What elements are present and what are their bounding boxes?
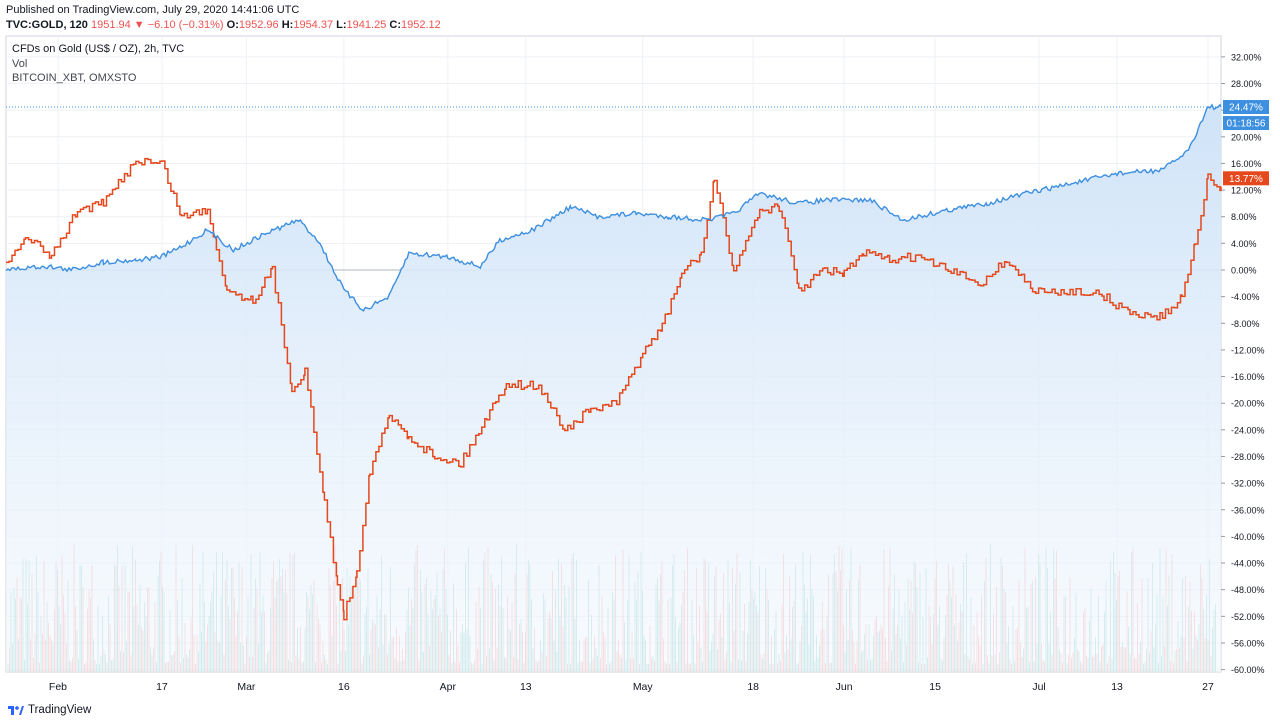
x-tick-label: Jun — [836, 681, 853, 693]
series-legend: CFDs on Gold (US$ / OZ), 2h, TVC Vol BIT… — [12, 42, 184, 86]
gold-countdown-badge: 01:18:56 — [1227, 119, 1266, 130]
y-tick-label: -16.00% — [1231, 372, 1265, 382]
y-tick-label: -40.00% — [1231, 532, 1265, 542]
high-label: H: — [281, 19, 294, 31]
gold-series-line[interactable] — [5, 103, 1222, 312]
y-tick-label: -36.00% — [1231, 505, 1265, 515]
bitcoin-price-badge-bg — [1223, 171, 1269, 186]
gold-price-badge: 24.47% — [1229, 103, 1263, 114]
x-tick-label: 15 — [929, 681, 941, 693]
legend-volume[interactable]: Vol — [12, 57, 28, 70]
x-tick-label: May — [633, 681, 654, 693]
published-line: Published on TradingView.com, July 29, 2… — [6, 4, 300, 16]
footer-brand-label: TradingView — [28, 704, 92, 716]
x-tick-label: Mar — [237, 681, 256, 693]
x-tick-label: 13 — [1111, 681, 1123, 693]
close-label: C: — [389, 19, 401, 31]
y-tick-label: 12.00% — [1231, 186, 1262, 196]
low-label: L: — [336, 19, 347, 31]
y-tick-label: -48.00% — [1231, 585, 1265, 595]
y-tick-label: -60.00% — [1231, 665, 1265, 675]
gold-area — [6, 104, 1221, 673]
gold-countdown-badge-bg — [1223, 116, 1269, 131]
x-tick-label: 18 — [747, 681, 759, 693]
y-tick-label: 20.00% — [1231, 132, 1262, 142]
y-tick-label: -20.00% — [1231, 399, 1265, 409]
bitcoin-price-badge: 13.77% — [1229, 174, 1263, 185]
y-tick-label: 4.00% — [1231, 239, 1257, 249]
legend-main-series[interactable]: CFDs on Gold (US$ / OZ), 2h, TVC — [12, 43, 185, 55]
legend-compare-series[interactable]: BITCOIN_XBT, OMXSTO — [12, 72, 137, 84]
y-tick-label: -44.00% — [1231, 559, 1265, 569]
high-value: 1954.37 — [293, 19, 334, 31]
y-tick-label: 32.00% — [1231, 52, 1262, 62]
x-tick-label: Feb — [49, 681, 67, 693]
y-tick-label: 16.00% — [1231, 159, 1262, 169]
open-label: O: — [226, 19, 239, 31]
gold-price-badge-bg — [1223, 100, 1269, 115]
y-tick-label: 0.00% — [1231, 266, 1257, 276]
y-tick-label: -24.00% — [1231, 425, 1265, 435]
last-price: 1951.94 — [90, 19, 131, 31]
down-arrow-icon: ▼ — [133, 19, 145, 31]
y-tick-label: -28.00% — [1231, 452, 1265, 462]
y-tick-label: -4.00% — [1231, 292, 1260, 302]
y-tick-label: 8.00% — [1231, 212, 1257, 222]
price-change: −6.10 (−0.31%) — [147, 19, 224, 31]
x-tick-label: Jul — [1032, 681, 1045, 693]
y-tick-label: -12.00% — [1231, 345, 1265, 355]
chart-header: Published on TradingView.com, July 29, 2… — [6, 3, 441, 33]
x-tick-label: 17 — [156, 681, 168, 693]
footer-brand[interactable]: TradingView — [8, 704, 91, 716]
y-tick-label: -32.00% — [1231, 479, 1265, 489]
x-tick-label: Apr — [440, 681, 457, 693]
x-tick-label: 27 — [1202, 681, 1214, 693]
x-tick-label: 13 — [520, 681, 532, 693]
y-tick-label: 28.00% — [1231, 79, 1262, 89]
open-value: 1952.96 — [238, 19, 279, 31]
close-value: 1952.12 — [400, 19, 441, 31]
ohlc-line: TVC:GOLD, 120 1951.94 ▼ −6.10 (−0.31%) O… — [6, 18, 441, 33]
y-tick-label: -52.00% — [1231, 612, 1265, 622]
bitcoin-series-line[interactable] — [6, 157, 1222, 621]
y-tick-label: -56.00% — [1231, 638, 1265, 648]
y-tick-label: -8.00% — [1231, 319, 1260, 329]
symbol-label[interactable]: TVC:GOLD, 120 — [6, 19, 88, 31]
tradingview-logo-icon — [8, 706, 24, 715]
x-tick-label: 16 — [338, 681, 350, 693]
low-value: 1941.25 — [346, 19, 387, 31]
